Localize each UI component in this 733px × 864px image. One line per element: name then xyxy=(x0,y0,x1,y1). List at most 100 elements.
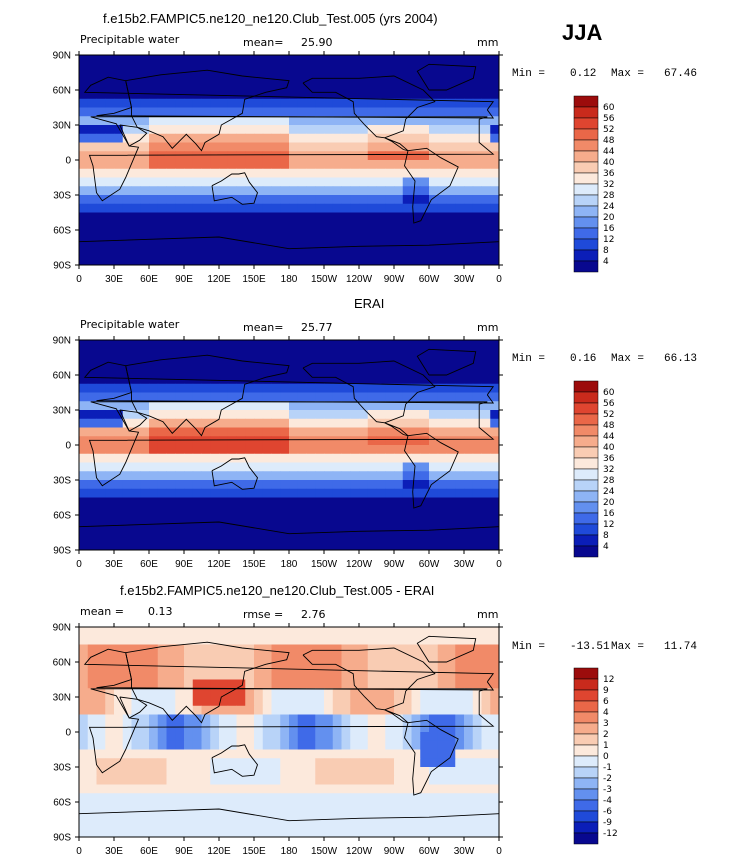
field-cell xyxy=(306,810,316,820)
field-cell xyxy=(297,357,307,367)
field-cell xyxy=(175,247,185,257)
field-cell xyxy=(227,523,237,533)
field-cell xyxy=(350,427,360,437)
field-cell xyxy=(280,453,290,463)
field-cell xyxy=(385,410,395,420)
field-cell xyxy=(341,90,351,100)
field-cell xyxy=(254,471,264,481)
field-cell xyxy=(324,142,334,152)
field-cell xyxy=(114,697,124,707)
field-cell xyxy=(490,418,499,428)
field-cell xyxy=(105,453,115,463)
field-cell xyxy=(481,160,491,170)
field-cell xyxy=(131,445,141,455)
field-cell xyxy=(315,177,325,187)
field-cell xyxy=(350,107,360,117)
field-cell xyxy=(341,819,351,829)
field-cell xyxy=(280,462,290,472)
field-cell xyxy=(446,714,456,724)
field-cell xyxy=(402,515,412,525)
field-cell xyxy=(455,488,465,498)
season-label: JJA xyxy=(562,20,603,45)
field-cell xyxy=(184,98,194,108)
x-tick-label: 90W xyxy=(384,559,405,570)
field-cell xyxy=(236,383,246,393)
field-cell xyxy=(420,670,430,680)
field-cell xyxy=(385,775,395,785)
field-cell xyxy=(481,697,491,707)
field-cell xyxy=(140,627,150,637)
field-cell xyxy=(341,793,351,803)
field-cell xyxy=(472,72,482,82)
field-cell xyxy=(79,793,89,803)
field-cell xyxy=(420,212,430,222)
field-cell xyxy=(280,670,290,680)
field-cell xyxy=(411,515,421,525)
field-cell xyxy=(210,819,220,829)
field-cell xyxy=(227,819,237,829)
coastline-0 xyxy=(88,116,495,202)
field-cell xyxy=(122,697,132,707)
field-cell xyxy=(140,142,150,152)
field-cell xyxy=(472,828,482,837)
field-cell xyxy=(341,427,351,437)
field-cell xyxy=(367,256,377,265)
field-cell xyxy=(79,453,89,463)
field-cell xyxy=(192,116,202,126)
field-cell xyxy=(402,740,412,750)
field-cell xyxy=(280,688,290,698)
field-cell xyxy=(157,462,167,472)
field-cell xyxy=(350,784,360,794)
field-cell xyxy=(175,775,185,785)
field-cell xyxy=(219,221,229,231)
field-cell xyxy=(359,714,369,724)
field-cell xyxy=(306,515,316,525)
field-cell xyxy=(332,125,342,135)
field-cell xyxy=(315,230,325,240)
field-cell xyxy=(149,107,159,117)
coastline-3 xyxy=(119,409,148,432)
field-cell xyxy=(446,480,456,490)
field-cell xyxy=(289,453,299,463)
field-cell xyxy=(289,357,299,367)
field-cell xyxy=(227,705,237,715)
field-cell xyxy=(87,348,97,358)
field-cell xyxy=(350,488,360,498)
field-cell xyxy=(367,203,377,213)
field-cell xyxy=(481,705,491,715)
field-cell xyxy=(446,160,456,170)
field-cell xyxy=(114,723,124,733)
field-cell xyxy=(350,125,360,135)
field-cell xyxy=(105,462,115,472)
panel1-mean-value: 25.90 xyxy=(301,36,333,49)
field-cell xyxy=(227,758,237,768)
field-cell xyxy=(210,107,220,117)
field-cell xyxy=(411,221,421,231)
field-cell xyxy=(306,392,316,402)
field-cell xyxy=(402,151,412,161)
field-cell xyxy=(131,238,141,248)
field-cell xyxy=(79,238,89,248)
field-cell xyxy=(429,375,439,385)
field-cell xyxy=(367,195,377,205)
field-cell xyxy=(341,635,351,645)
field-cell xyxy=(157,506,167,516)
field-cell xyxy=(464,230,474,240)
field-cell xyxy=(402,644,412,654)
field-cell xyxy=(385,784,395,794)
colorbar-level-label: 56 xyxy=(603,114,615,124)
field-cell xyxy=(341,168,351,178)
field-cell xyxy=(411,775,421,785)
field-cell xyxy=(149,784,159,794)
field-cell xyxy=(341,714,351,724)
field-cell xyxy=(166,133,176,143)
field-cell xyxy=(376,410,386,420)
field-cell xyxy=(227,436,237,446)
field-cell xyxy=(297,515,307,525)
field-cell xyxy=(122,348,132,358)
field-cell xyxy=(254,436,264,446)
field-cell xyxy=(166,230,176,240)
field-cell xyxy=(472,90,482,100)
field-cell xyxy=(245,133,255,143)
field-cell xyxy=(297,392,307,402)
